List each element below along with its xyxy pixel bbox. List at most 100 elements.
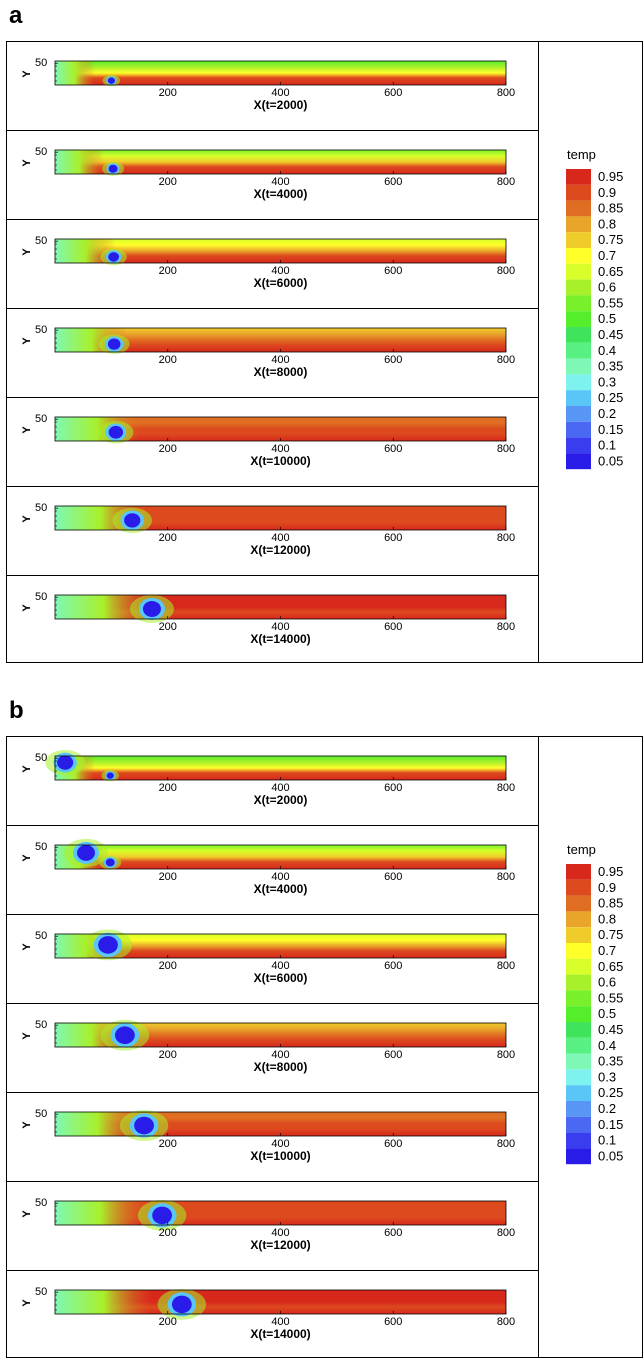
inlet-region xyxy=(55,61,95,85)
legend-label: 0.5 xyxy=(598,1006,616,1021)
legend-swatch xyxy=(566,437,591,454)
x-axis-label: X(t=4000) xyxy=(254,882,308,896)
y-tick-label: 50 xyxy=(35,1108,47,1120)
legend-swatch xyxy=(566,864,591,880)
x-tick-label: 200 xyxy=(159,1227,177,1239)
panel-0: 200 400 600 800 Y50 X(t=2000) xyxy=(21,57,515,112)
x-tick-label: 800 xyxy=(497,1138,515,1150)
panel-2: 200 400 600 800 Y50 X(t=6000) xyxy=(6,219,538,290)
y-tick-label: 50 xyxy=(35,57,47,69)
y-axis-label: Y xyxy=(21,854,33,862)
x-tick-label: 400 xyxy=(271,1316,289,1328)
legend-title: temp xyxy=(567,147,596,162)
legend-label: 0.1 xyxy=(598,1133,616,1148)
panel-0: 200 400 600 800 Y50 X(t=2000) xyxy=(21,749,515,807)
y-tick-label: 50 xyxy=(35,841,47,853)
x-axis-label: X(t=14000) xyxy=(250,1327,310,1341)
y-axis-label: Y xyxy=(21,248,33,256)
legend-label: 0.6 xyxy=(598,975,616,990)
x-tick-label: 400 xyxy=(271,532,289,544)
legend-label: 0.7 xyxy=(598,248,616,263)
x-axis-label: X(t=10000) xyxy=(250,1149,310,1163)
x-tick-label: 800 xyxy=(497,1316,515,1328)
x-axis-label: X(t=6000) xyxy=(254,276,308,290)
legend-swatch xyxy=(566,358,591,375)
legend-label: 0.95 xyxy=(598,169,623,184)
y-axis-label: Y xyxy=(21,70,33,78)
x-tick-label: 800 xyxy=(497,1227,515,1239)
y-axis-label: Y xyxy=(21,765,33,773)
panel-6: 200 400 600 800 Y50 X(t=14000) xyxy=(6,1270,538,1341)
y-tick-label: 50 xyxy=(35,1019,47,1031)
vapor-bubble xyxy=(108,252,120,262)
vapor-bubble xyxy=(106,772,114,779)
contour-field xyxy=(55,328,506,352)
x-tick-label: 800 xyxy=(497,1049,515,1061)
x-axis-label: X(t=14000) xyxy=(250,632,310,646)
y-tick-label: 50 xyxy=(35,591,47,603)
legend-swatch xyxy=(566,327,591,343)
legend-swatch xyxy=(566,342,591,359)
temp-legend: temp0.950.90.850.80.750.70.650.60.550.50… xyxy=(566,842,623,1165)
legend-swatch xyxy=(566,1148,591,1165)
x-tick-label: 600 xyxy=(384,354,402,366)
x-tick-label: 200 xyxy=(159,176,177,188)
panel-5: 200 400 600 800 Y50 X(t=12000) xyxy=(6,486,538,557)
legend-swatch xyxy=(566,1022,591,1038)
panel-1: 200 400 600 800 Y50 X(t=4000) xyxy=(6,130,538,201)
y-axis-label: Y xyxy=(21,159,33,167)
x-tick-label: 600 xyxy=(384,621,402,633)
legend-swatch xyxy=(566,1116,591,1133)
legend-swatch xyxy=(566,279,591,296)
x-axis-label: X(t=4000) xyxy=(254,187,308,201)
legend-label: 0.1 xyxy=(598,438,616,453)
legend-label: 0.75 xyxy=(598,232,623,247)
x-tick-label: 200 xyxy=(159,532,177,544)
x-tick-label: 600 xyxy=(384,176,402,188)
x-tick-label: 600 xyxy=(384,265,402,277)
contour-field xyxy=(55,150,506,174)
legend-label: 0.9 xyxy=(598,880,616,895)
contour-field xyxy=(55,845,506,869)
x-tick-label: 400 xyxy=(271,87,289,99)
x-tick-label: 200 xyxy=(159,265,177,277)
y-axis-label: Y xyxy=(21,337,33,345)
x-axis-label: X(t=12000) xyxy=(250,1238,310,1252)
x-axis-label: X(t=10000) xyxy=(250,454,310,468)
legend-label: 0.2 xyxy=(598,1101,616,1116)
legend-swatch xyxy=(566,311,591,327)
vapor-bubble xyxy=(105,858,115,867)
x-tick-label: 200 xyxy=(159,621,177,633)
legend-swatch xyxy=(566,943,591,959)
vapor-bubble xyxy=(108,425,124,439)
legend-swatch xyxy=(566,216,591,233)
legend-swatch xyxy=(566,1132,591,1149)
x-tick-label: 400 xyxy=(271,960,289,972)
legend-swatch xyxy=(566,1085,591,1101)
legend-swatch xyxy=(566,295,591,312)
x-tick-label: 200 xyxy=(159,87,177,99)
legend-label: 0.8 xyxy=(598,911,616,926)
vapor-bubble xyxy=(57,755,74,770)
vapor-bubble xyxy=(152,1206,173,1225)
x-tick-label: 400 xyxy=(271,1049,289,1061)
y-tick-label: 50 xyxy=(35,930,47,942)
x-tick-label: 800 xyxy=(497,265,515,277)
x-tick-label: 200 xyxy=(159,1316,177,1328)
legend-swatch xyxy=(566,200,591,217)
x-tick-label: 400 xyxy=(271,1138,289,1150)
vapor-bubble xyxy=(124,513,141,528)
legend-swatch xyxy=(566,879,591,896)
x-tick-label: 800 xyxy=(497,621,515,633)
x-axis-label: X(t=6000) xyxy=(254,971,308,985)
legend-swatch xyxy=(566,1006,591,1022)
x-tick-label: 600 xyxy=(384,960,402,972)
vapor-bubble xyxy=(171,1295,192,1314)
legend-label: 0.85 xyxy=(598,896,623,911)
legend-swatch xyxy=(566,927,591,943)
x-tick-label: 800 xyxy=(497,354,515,366)
inlet-region xyxy=(55,1290,152,1314)
x-tick-label: 200 xyxy=(159,1049,177,1061)
y-axis-label: Y xyxy=(21,604,33,612)
